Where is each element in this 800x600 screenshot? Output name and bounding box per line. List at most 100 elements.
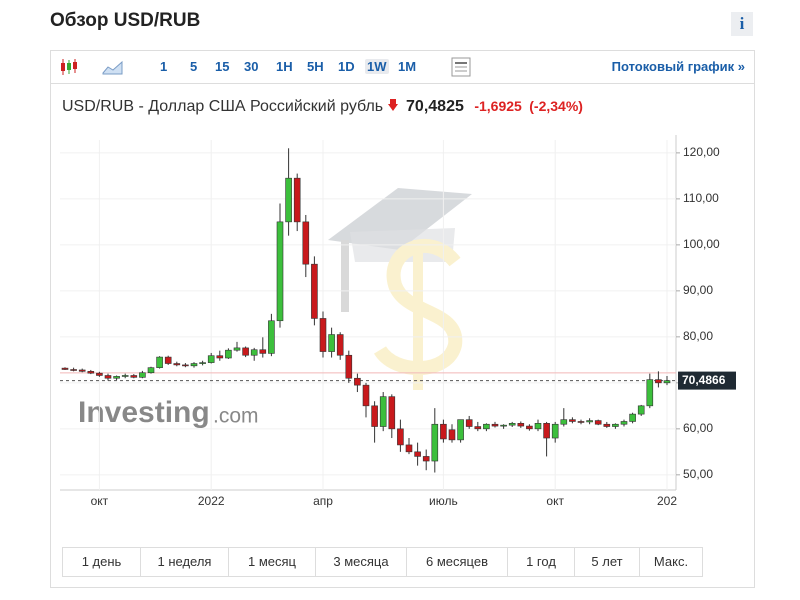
candle-body (285, 177, 292, 223)
interval-button[interactable]: 30 (244, 59, 259, 74)
interval-button[interactable]: 1 (160, 59, 168, 74)
candle-body (577, 421, 585, 423)
interval-button[interactable]: 15 (215, 59, 230, 74)
candle-body (508, 423, 516, 426)
last-price-tag (678, 371, 736, 390)
candle-body (259, 349, 267, 354)
range-button[interactable]: 1 год (508, 548, 575, 576)
candle-body (354, 377, 361, 386)
candle-body (569, 419, 576, 422)
range-button[interactable]: 1 месяц (229, 548, 316, 576)
price: 70,4825 (406, 98, 464, 115)
candle-body (139, 372, 146, 378)
candle-body (362, 384, 370, 407)
interval-button[interactable]: 1M (398, 59, 417, 74)
range-buttons: 1 день 1 неделя 1 месяц 3 месяца 6 месяцев 1 … (62, 547, 703, 577)
candle-body (199, 362, 206, 364)
candle-body (500, 424, 507, 427)
candle-body (517, 423, 525, 427)
candle-body (465, 419, 473, 427)
candle-body (147, 367, 155, 374)
candle-body (440, 423, 447, 440)
watermark-logo (328, 188, 472, 390)
candle-body (164, 356, 172, 364)
candle-body (328, 334, 335, 352)
candle-body (603, 423, 611, 427)
interval-button[interactable]: 1W (365, 59, 389, 74)
candle-body (96, 372, 103, 376)
candle-body (388, 396, 396, 430)
candle-body (474, 426, 482, 430)
candle-body (216, 355, 224, 359)
candle-body (276, 221, 284, 322)
candle-body (629, 413, 636, 422)
interval-button[interactable]: 1D (338, 59, 355, 74)
candle-body (225, 349, 232, 359)
y-tick-label: 110,00 (683, 191, 719, 205)
x-tick-label: июль (429, 494, 458, 508)
candle-body (379, 396, 387, 427)
candle-body (620, 421, 628, 425)
y-tick-label: 50,00 (683, 467, 713, 481)
candle-body (397, 428, 404, 446)
page-title: Обзор USD/RUB (50, 10, 201, 31)
interval-button[interactable]: 5 (190, 59, 198, 74)
stream-link[interactable]: Потоковый график » (611, 59, 745, 74)
candle-body (61, 367, 69, 370)
settings-icon[interactable] (450, 56, 472, 78)
x-tick-label: окт (546, 494, 564, 508)
y-tick-label: 120,00 (683, 145, 720, 159)
candle-body (121, 375, 129, 377)
info-button[interactable]: i (731, 12, 753, 36)
candle-body (483, 423, 490, 430)
candle-body (242, 347, 249, 356)
y-tick-label: 90,00 (683, 283, 713, 297)
area-icon[interactable] (102, 58, 124, 76)
y-tick-label: 80,00 (683, 329, 713, 343)
range-button[interactable]: Макс. (653, 554, 689, 569)
candle-body (311, 263, 318, 319)
candle-body (182, 364, 189, 367)
candle-body (655, 379, 662, 384)
toolbar: 1 5 15 30 1H 5H 1D 1W 1M Потоковый график » (50, 50, 755, 84)
candle-body (534, 423, 542, 430)
range-button[interactable]: 5 лет (575, 548, 640, 576)
candle-body (173, 363, 181, 366)
candle-body (207, 355, 215, 363)
interval-button[interactable]: 5H (307, 59, 324, 74)
candle-body (431, 423, 439, 462)
change-percent: (-2,34%) (529, 98, 583, 114)
candle-body (78, 369, 86, 372)
x-tick-label: окт (91, 494, 109, 508)
range-button[interactable]: 6 месяцев (407, 548, 508, 576)
candle-body (551, 423, 559, 439)
candle-icon[interactable] (58, 57, 80, 77)
candle-body (405, 444, 413, 453)
candle-body (646, 379, 654, 407)
candle-body (130, 375, 138, 378)
range-button[interactable]: 1 неделя (141, 548, 229, 576)
candle-body (250, 349, 258, 356)
candle-body (371, 405, 378, 427)
candle-body (414, 451, 421, 457)
candle-body (113, 376, 120, 379)
candle-body (319, 318, 327, 352)
range-button[interactable]: 1 день (63, 548, 141, 576)
interval-button[interactable]: 1H (276, 59, 293, 74)
change: -1,6925 (474, 98, 522, 114)
watermark-brand: Investing (78, 396, 210, 429)
candle-body (70, 369, 77, 371)
watermark-suffix: .com (213, 405, 259, 428)
candle-body (543, 423, 550, 439)
candle-body (637, 405, 645, 415)
range-button[interactable]: 3 месяца (316, 548, 407, 576)
candle-body (336, 334, 344, 356)
last-price-label: 70,4866 (682, 373, 726, 387)
candle-body (302, 221, 310, 265)
candle-body (87, 371, 95, 374)
x-tick-label: апр (313, 494, 333, 508)
candle-body (663, 380, 671, 384)
candle-body (345, 354, 353, 379)
candle-body (104, 375, 112, 379)
